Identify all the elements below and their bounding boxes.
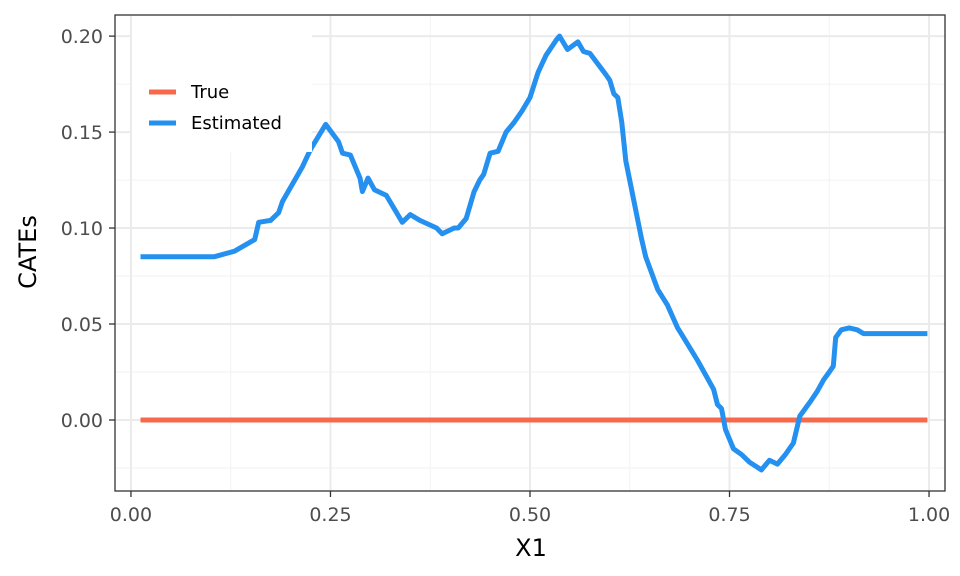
x-axis-title: X1 (515, 534, 547, 562)
x-tick-label: 0.25 (309, 504, 351, 526)
y-tick-label: 0.00 (61, 410, 103, 432)
x-tick-label: 0.75 (708, 504, 750, 526)
x-tick-label: 0.50 (509, 504, 551, 526)
y-tick-label: 0.20 (61, 26, 103, 48)
series-line-estimated (140, 33, 928, 473)
y-tick-label: 0.10 (61, 218, 103, 240)
y-tick-label: 0.05 (61, 314, 103, 336)
x-tick-label: 1.00 (908, 504, 950, 526)
y-axis-title: CATEs (14, 215, 42, 289)
y-ticks: 0.00 0.05 0.10 0.15 0.20 (61, 26, 115, 432)
legend: True Estimated (132, 18, 312, 152)
legend-label-estimated: Estimated (191, 113, 282, 134)
series-layer (140, 33, 928, 473)
x-ticks: 0.00 0.25 0.50 0.75 1.00 (110, 491, 950, 526)
legend-background (132, 18, 312, 152)
x-tick-label: 0.00 (110, 504, 152, 526)
y-tick-label: 0.15 (61, 122, 103, 144)
legend-label-true: True (190, 82, 229, 103)
